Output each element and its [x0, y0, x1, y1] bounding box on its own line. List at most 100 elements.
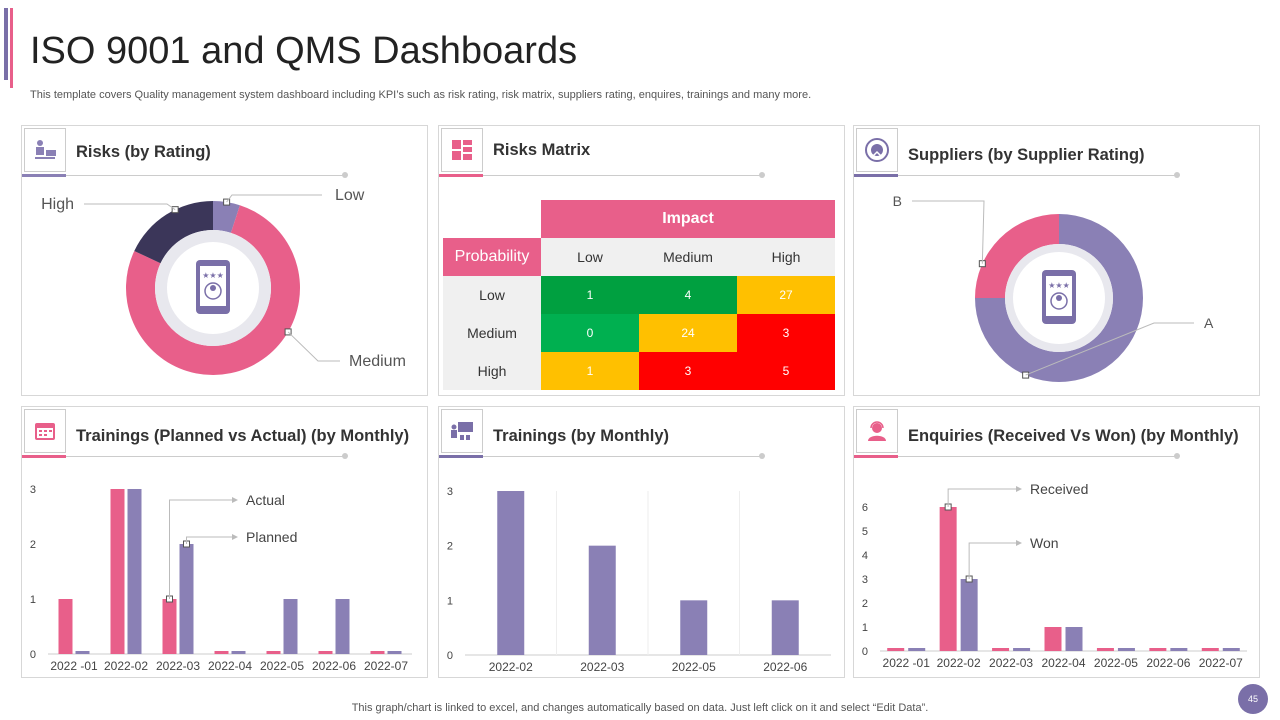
x-tick-label: 2022-07 [1199, 656, 1243, 670]
series-label-won: Won [1030, 535, 1059, 551]
impact-header: Impact [541, 200, 835, 238]
trainings-planned-actual-panel: Trainings (Planned vs Actual) (by Monthl… [21, 406, 428, 678]
bar-trainings [588, 545, 616, 655]
bar-planned [179, 544, 194, 654]
seal-icon [856, 128, 898, 172]
x-tick-label: 2022-07 [364, 659, 408, 673]
x-tick-label: 2022 -01 [50, 659, 98, 673]
worker-icon [24, 128, 66, 172]
y-tick-label: 6 [862, 502, 868, 514]
risk-matrix-table: Impact Probability Low Medium High Low 1… [443, 200, 835, 390]
bar-actual [318, 651, 333, 654]
matrix-cell: 3 [737, 314, 835, 352]
panel-title: Risks Matrix [493, 141, 591, 159]
matrix-cell: 24 [639, 314, 737, 352]
matrix-cell: 1 [541, 352, 639, 390]
header-rule-dot [342, 453, 348, 459]
header-rule-dot [342, 172, 348, 178]
title-accent-bar [4, 8, 8, 80]
header-rule [483, 175, 761, 176]
x-tick-label: 2022-02 [937, 656, 981, 670]
enquiries-chart[interactable]: 0 1 2 3 4 5 6 2022 -01 2022-02 2022-03 2022-04 2022… [854, 459, 1259, 677]
matrix-cell: 4 [639, 276, 737, 314]
bar-planned [75, 651, 90, 654]
y-tick-label: 0 [447, 650, 453, 662]
header-rule-dot [1174, 453, 1180, 459]
series-label-received: Received [1030, 481, 1088, 497]
page-number: 45 [1238, 684, 1268, 714]
y-tick-label: 1 [862, 622, 868, 634]
icon-underline [22, 455, 66, 458]
callout-line [84, 203, 176, 211]
callout-marker [171, 206, 179, 214]
callout-line [968, 542, 1016, 579]
bar-actual [58, 599, 73, 654]
page-subtitle: This template covers Quality management … [30, 89, 812, 101]
bar-actual [214, 651, 229, 654]
matrix-corner [443, 200, 541, 238]
matrix-cell: 5 [737, 352, 835, 390]
slice-label-b: B [893, 193, 902, 209]
matrix-cell: 1 [541, 276, 639, 314]
stars-icon: ★★★ [1048, 281, 1070, 290]
bar-won [908, 648, 926, 651]
series-label-planned: Planned [246, 529, 297, 545]
callout-arrow [232, 534, 238, 540]
icon-underline [439, 174, 483, 177]
callout-line [186, 536, 232, 544]
callout-arrow [232, 497, 238, 503]
header-rule-dot [759, 453, 765, 459]
bar-won [1065, 627, 1083, 651]
callout-line [226, 194, 322, 203]
bar-actual [266, 651, 281, 654]
y-tick-label: 2 [862, 598, 868, 610]
y-tick-label: 3 [447, 486, 453, 498]
callout-line [912, 200, 985, 264]
callout-arrow [1016, 540, 1022, 546]
panel-title: Suppliers (by Supplier Rating) [908, 146, 1145, 164]
slice-label-low: Low [335, 187, 365, 204]
probability-header: Probability [443, 238, 541, 276]
y-tick-label: 2 [447, 541, 453, 553]
x-tick-label: 2022-06 [1146, 656, 1190, 670]
matrix-cell: 3 [639, 352, 737, 390]
y-tick-label: 2 [30, 539, 36, 551]
user-head [210, 285, 216, 291]
donut-slice-medium [125, 205, 300, 375]
bar-trainings [497, 491, 525, 655]
bar-planned [231, 651, 246, 654]
series-label-actual: Actual [246, 492, 285, 508]
x-tick-label: 2022-02 [104, 659, 148, 673]
callout-arrow [1016, 486, 1022, 492]
trainings-monthly-chart[interactable]: 0 1 2 3 2022-02 2022-03 2022-05 2022-06 [439, 459, 844, 677]
panel-title: Risks (by Rating) [76, 143, 211, 161]
y-tick-label: 0 [30, 649, 36, 661]
donut-slice-low [213, 201, 240, 233]
probability-level: Medium [443, 314, 541, 352]
stars-icon: ★★★ [202, 271, 224, 280]
impact-level: High [737, 238, 835, 276]
trainings-planned-actual-chart[interactable]: 0 1 2 3 2022 -01 2022-02 2022-03 2022-04 2022-05… [22, 459, 427, 677]
x-tick-label: 2022-03 [156, 659, 200, 673]
icon-underline [854, 455, 898, 458]
donut-slice-b [975, 214, 1059, 298]
impact-level: Low [541, 238, 639, 276]
x-tick-label: 2022-06 [312, 659, 356, 673]
y-tick-label: 0 [862, 646, 868, 658]
footer-note: This graph/chart is linked to excel, and… [351, 702, 929, 714]
bar-won [1013, 648, 1031, 651]
y-tick-label: 1 [447, 595, 453, 607]
donut-slice-a [975, 214, 1143, 382]
x-tick-label: 2022-05 [1094, 656, 1138, 670]
x-tick-label: 2022-04 [208, 659, 252, 673]
probability-level: Low [443, 276, 541, 314]
impact-level: Medium [639, 238, 737, 276]
callout-line [1025, 322, 1194, 376]
bar-received [992, 648, 1010, 651]
callout-line [169, 499, 232, 599]
risks-donut-chart[interactable]: ★★★ High Low Medium [22, 178, 427, 396]
panel-title: Trainings (by Monthly) [493, 427, 669, 445]
suppliers-donut-chart[interactable]: ★★★ B A [854, 178, 1259, 396]
bar-received [1149, 648, 1167, 651]
user-icon [204, 282, 222, 300]
